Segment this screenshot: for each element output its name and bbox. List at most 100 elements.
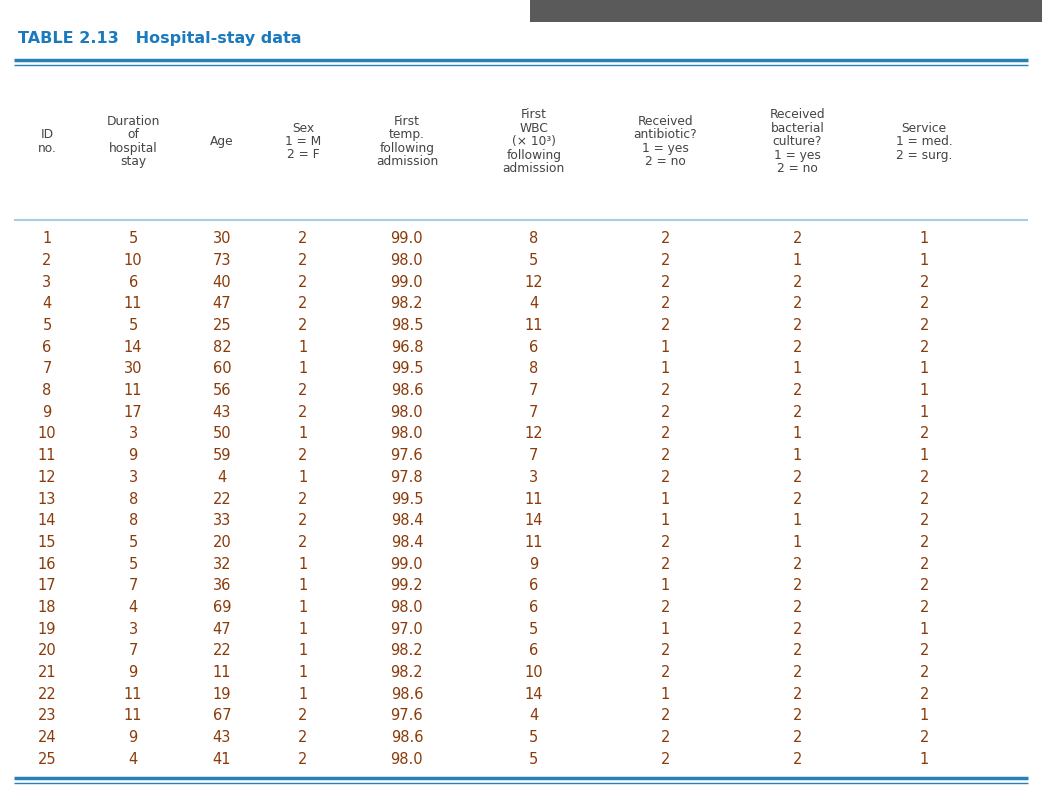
- Text: 14: 14: [524, 513, 543, 528]
- Text: 2: 2: [298, 405, 307, 420]
- Text: 2 = no: 2 = no: [645, 155, 686, 168]
- Text: 5: 5: [128, 535, 138, 549]
- Text: 98.0: 98.0: [391, 405, 423, 420]
- Text: 3: 3: [128, 622, 138, 637]
- Text: 5: 5: [529, 253, 539, 268]
- Text: 73: 73: [213, 253, 231, 268]
- Text: 9: 9: [128, 448, 138, 463]
- Text: 1: 1: [298, 622, 307, 637]
- Text: 98.2: 98.2: [391, 643, 423, 658]
- Text: 9: 9: [43, 405, 52, 420]
- Text: Duration: Duration: [106, 115, 159, 127]
- Text: 6: 6: [43, 340, 52, 355]
- Text: 1: 1: [298, 578, 307, 594]
- Text: 2: 2: [793, 318, 802, 333]
- Text: 6: 6: [529, 340, 539, 355]
- Text: 99.0: 99.0: [391, 275, 423, 290]
- Bar: [530, 0, 1042, 22]
- Text: 1: 1: [298, 361, 307, 376]
- Text: 97.6: 97.6: [391, 708, 423, 723]
- Text: 7: 7: [128, 578, 138, 594]
- Text: 7: 7: [43, 361, 52, 376]
- Text: 11: 11: [524, 318, 543, 333]
- Text: 10: 10: [524, 665, 543, 680]
- Text: 1: 1: [919, 405, 928, 420]
- Text: 98.0: 98.0: [391, 600, 423, 615]
- Text: First: First: [394, 115, 420, 127]
- Text: 2: 2: [919, 535, 928, 549]
- Text: following: following: [506, 148, 562, 162]
- Text: 99.2: 99.2: [391, 578, 423, 594]
- Text: 19: 19: [213, 686, 231, 702]
- Text: Service: Service: [901, 122, 946, 135]
- Text: 2: 2: [661, 730, 670, 745]
- Text: 7: 7: [529, 383, 539, 398]
- Text: 2: 2: [793, 622, 802, 637]
- Text: 4: 4: [529, 296, 539, 312]
- Text: 14: 14: [524, 686, 543, 702]
- Text: 2: 2: [793, 643, 802, 658]
- Text: 1: 1: [919, 231, 928, 247]
- Text: 98.6: 98.6: [391, 730, 423, 745]
- Text: 1: 1: [298, 557, 307, 572]
- Text: WBC: WBC: [519, 122, 548, 135]
- Text: 2: 2: [661, 426, 670, 441]
- Text: 11: 11: [524, 535, 543, 549]
- Text: 7: 7: [128, 643, 138, 658]
- Text: 1 = yes: 1 = yes: [774, 148, 821, 162]
- Text: Received: Received: [769, 108, 825, 121]
- Text: 1: 1: [793, 426, 802, 441]
- Text: 98.4: 98.4: [391, 535, 423, 549]
- Text: 99.5: 99.5: [391, 492, 423, 506]
- Text: 1: 1: [919, 708, 928, 723]
- Text: 25: 25: [213, 318, 231, 333]
- Text: 1: 1: [793, 535, 802, 549]
- Text: 3: 3: [529, 470, 539, 485]
- Text: 2: 2: [919, 492, 928, 506]
- Text: 8: 8: [529, 231, 539, 247]
- Text: 8: 8: [43, 383, 52, 398]
- Text: 1: 1: [919, 253, 928, 268]
- Text: 11: 11: [124, 686, 143, 702]
- Text: 11: 11: [124, 296, 143, 312]
- Text: 30: 30: [213, 231, 231, 247]
- Text: Sex: Sex: [292, 122, 314, 135]
- Text: 8: 8: [128, 492, 138, 506]
- Text: 2: 2: [793, 730, 802, 745]
- Text: 40: 40: [213, 275, 231, 290]
- Text: 43: 43: [213, 405, 231, 420]
- Text: 2: 2: [661, 231, 670, 247]
- Text: 2: 2: [793, 708, 802, 723]
- Text: 22: 22: [213, 492, 231, 506]
- Text: 2: 2: [661, 383, 670, 398]
- Text: 2: 2: [793, 470, 802, 485]
- Text: 2: 2: [661, 318, 670, 333]
- Text: 2: 2: [919, 470, 928, 485]
- Text: admission: admission: [502, 162, 565, 175]
- Text: 99.0: 99.0: [391, 557, 423, 572]
- Text: 60: 60: [213, 361, 231, 376]
- Text: 1: 1: [793, 513, 802, 528]
- Text: 3: 3: [43, 275, 51, 290]
- Text: 2: 2: [661, 448, 670, 463]
- Text: 18: 18: [38, 600, 56, 615]
- Text: 1: 1: [661, 361, 670, 376]
- Text: 11: 11: [124, 383, 143, 398]
- Text: 2: 2: [661, 600, 670, 615]
- Text: 1: 1: [919, 383, 928, 398]
- Text: 23: 23: [38, 708, 56, 723]
- Text: 5: 5: [529, 751, 539, 767]
- Text: 5: 5: [128, 557, 138, 572]
- Text: 2: 2: [298, 383, 307, 398]
- Text: 1: 1: [298, 600, 307, 615]
- Text: 2: 2: [298, 275, 307, 290]
- Text: 22: 22: [38, 686, 56, 702]
- Text: 82: 82: [213, 340, 231, 355]
- Text: 1: 1: [661, 513, 670, 528]
- Text: 30: 30: [124, 361, 143, 376]
- Text: 8: 8: [128, 513, 138, 528]
- Text: 2 = no: 2 = no: [777, 162, 818, 175]
- Text: 2: 2: [661, 751, 670, 767]
- Text: 2: 2: [661, 253, 670, 268]
- Text: 2: 2: [919, 686, 928, 702]
